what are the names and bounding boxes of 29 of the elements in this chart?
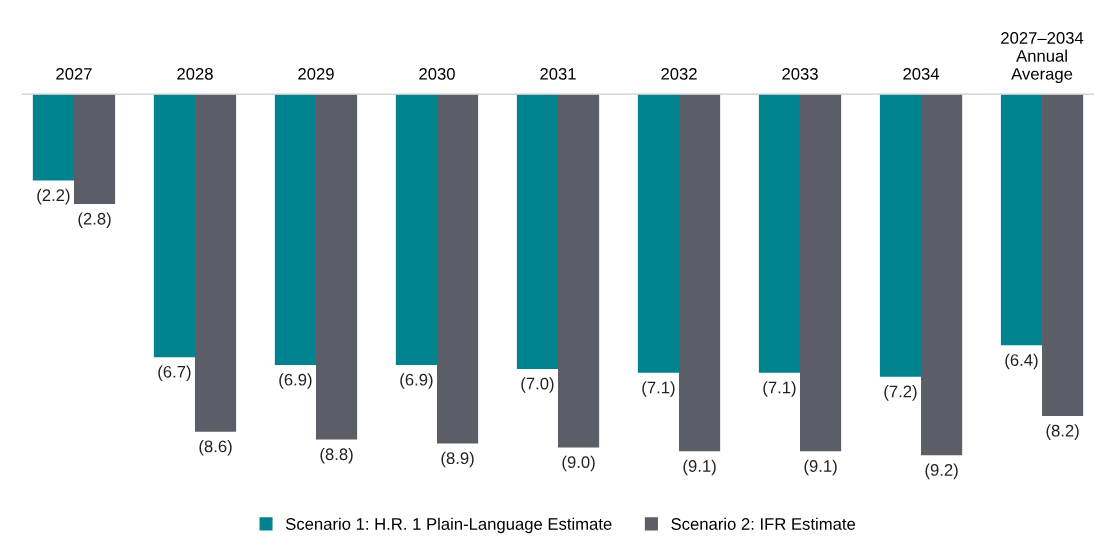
x-tick-label: 2030: [419, 67, 455, 80]
data-label: (9.1): [804, 459, 837, 476]
data-label: (9.0): [562, 455, 595, 472]
data-label: (7.1): [763, 381, 796, 397]
data-label: (8.9): [441, 451, 474, 468]
data-label: (7.2): [884, 385, 917, 401]
x-tick-label: 2027–2034 Annual Average: [1001, 32, 1084, 84]
x-tick-label: 2033: [782, 67, 818, 80]
data-label: (6.4): [1005, 353, 1038, 370]
data-label: (6.9): [400, 373, 433, 389]
data-label: (2.8): [78, 212, 111, 228]
data-label: (6.7): [158, 365, 191, 382]
x-tick-label: 2032: [661, 67, 697, 80]
data-label: (8.2): [1046, 424, 1079, 440]
x-tick-label: 2031: [540, 67, 576, 80]
data-label: (7.1): [642, 381, 675, 397]
x-tick-label: 2034: [903, 67, 940, 80]
legend-label: Scenario 2: IFR Estimate: [671, 517, 856, 530]
data-label: (8.8): [320, 447, 353, 464]
data-label: (7.0): [521, 377, 554, 393]
x-tick-label: 2029: [298, 67, 334, 80]
data-label: (2.2): [37, 188, 70, 205]
data-label: (9.1): [683, 459, 716, 476]
x-tick-label: 2027: [56, 67, 92, 80]
data-label: (6.9): [279, 373, 312, 389]
data-label: (9.2): [925, 463, 958, 480]
data-label: (8.6): [199, 440, 232, 456]
legend-label: Scenario 1: H.R. 1 Plain-Language Estimate: [285, 517, 612, 534]
x-tick-label: 2028: [177, 67, 213, 80]
